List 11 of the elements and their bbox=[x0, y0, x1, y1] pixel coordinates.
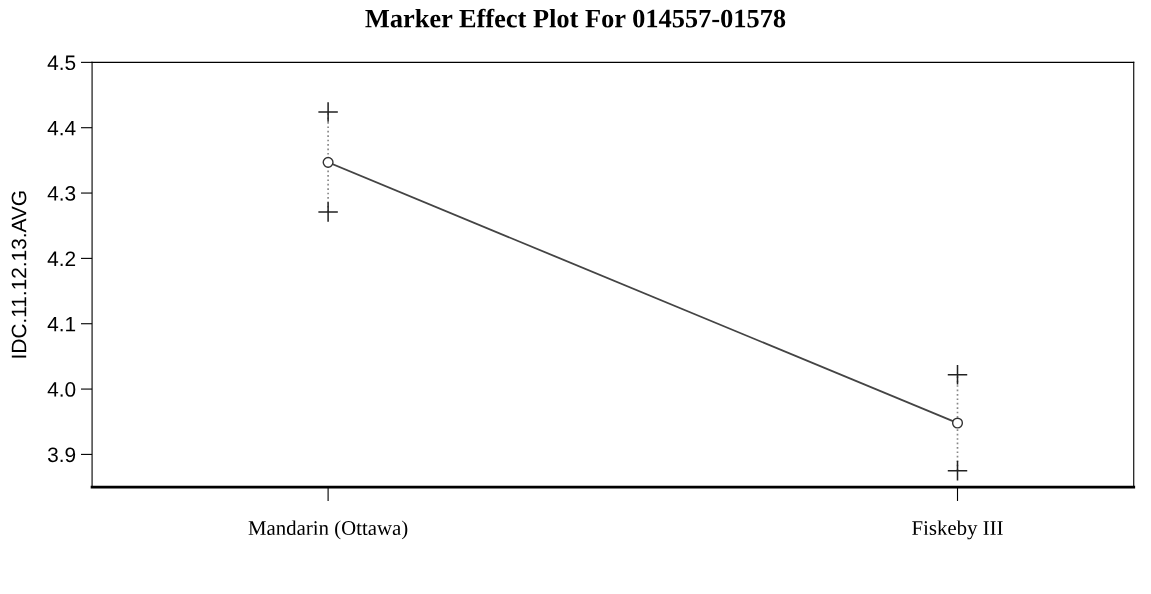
x-tick-label: Mandarin (Ottawa) bbox=[248, 520, 408, 540]
chart-title: Marker Effect Plot For 014557-01578 bbox=[365, 8, 786, 28]
y-tick-label: 3.9 bbox=[47, 447, 76, 463]
y-tick-label: 4.2 bbox=[47, 251, 76, 266]
y-tick-label: 4.0 bbox=[47, 382, 76, 397]
y-tick-label: 4.3 bbox=[47, 186, 76, 201]
y-tick-label: 4.5 bbox=[47, 55, 76, 71]
y-axis-title: IDC.11.12.13.AVG bbox=[11, 191, 27, 358]
y-tick-label: 4.4 bbox=[47, 120, 76, 136]
y-tick-label: 4.1 bbox=[47, 316, 76, 332]
x-tick-label: Fiskeby III bbox=[912, 520, 1003, 540]
